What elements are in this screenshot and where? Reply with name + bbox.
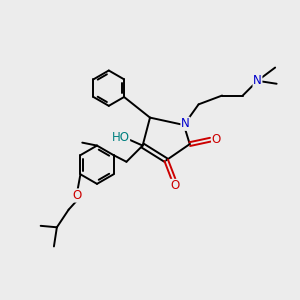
Text: O: O [212,133,221,146]
Text: N: N [181,117,190,130]
Text: N: N [253,74,262,87]
Text: O: O [170,179,180,192]
Text: HO: HO [112,131,130,144]
Text: O: O [72,189,82,202]
